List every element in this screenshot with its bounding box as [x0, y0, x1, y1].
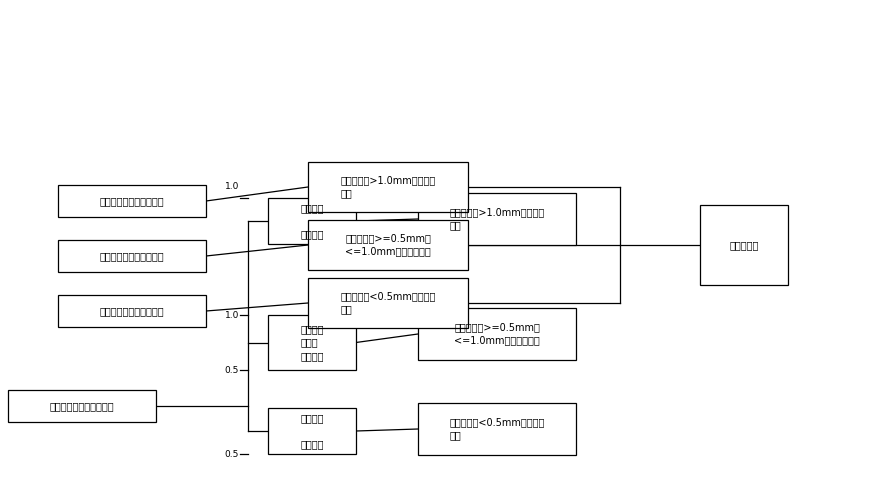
FancyBboxPatch shape [58, 240, 206, 272]
Text: 或运算输出: 或运算输出 [729, 240, 759, 250]
Text: 比较模块
大丁及
等丁模块: 比较模块 大丁及 等丁模块 [300, 324, 324, 361]
Text: 带钢厚度值>1.0mm时输出接
通点: 带钢厚度值>1.0mm时输出接 通点 [449, 208, 544, 230]
FancyBboxPatch shape [268, 315, 356, 370]
Text: 带钢厚度值<0.5mm时输出接
通点: 带钢厚度值<0.5mm时输出接 通点 [341, 292, 436, 314]
Text: 1.0: 1.0 [225, 311, 239, 319]
Text: 带钢厚度值>1.0mm时输出接
通点: 带钢厚度值>1.0mm时输出接 通点 [341, 175, 436, 199]
Text: 比较模块

大丁模块: 比较模块 大丁模块 [300, 203, 324, 239]
Text: 0.5: 0.5 [225, 450, 239, 458]
FancyBboxPatch shape [308, 278, 468, 328]
FancyBboxPatch shape [268, 198, 356, 244]
FancyBboxPatch shape [268, 408, 356, 454]
FancyBboxPatch shape [418, 193, 576, 245]
FancyBboxPatch shape [308, 220, 468, 270]
Text: 光栅到焊接中心线距离值: 光栅到焊接中心线距离值 [99, 196, 165, 206]
Text: 光栅到焊接中心线距离值: 光栅到焊接中心线距离值 [99, 251, 165, 261]
Text: 带钢厚度值>=0.5mm及
<=1.0mm时输出接通点: 带钢厚度值>=0.5mm及 <=1.0mm时输出接通点 [345, 233, 431, 257]
FancyBboxPatch shape [58, 185, 206, 217]
Text: 1.0: 1.0 [225, 181, 239, 191]
FancyBboxPatch shape [418, 403, 576, 455]
FancyBboxPatch shape [8, 390, 156, 422]
FancyBboxPatch shape [58, 295, 206, 327]
Text: 上位机下发的带钢厚度值: 上位机下发的带钢厚度值 [50, 401, 114, 411]
FancyBboxPatch shape [308, 162, 468, 212]
FancyBboxPatch shape [700, 205, 788, 285]
FancyBboxPatch shape [418, 308, 576, 360]
Text: 带钢厚度值>=0.5mm及
<=1.0mm时输出接通点: 带钢厚度值>=0.5mm及 <=1.0mm时输出接通点 [454, 322, 540, 346]
Text: 比较模块

小丁模块: 比较模块 小丁模块 [300, 413, 324, 449]
Text: 光栅到焊接中心线距离值: 光栅到焊接中心线距离值 [99, 306, 165, 316]
Text: 0.5: 0.5 [225, 365, 239, 375]
Text: 带钢厚度值<0.5mm时输出接
通点: 带钢厚度值<0.5mm时输出接 通点 [449, 417, 544, 441]
